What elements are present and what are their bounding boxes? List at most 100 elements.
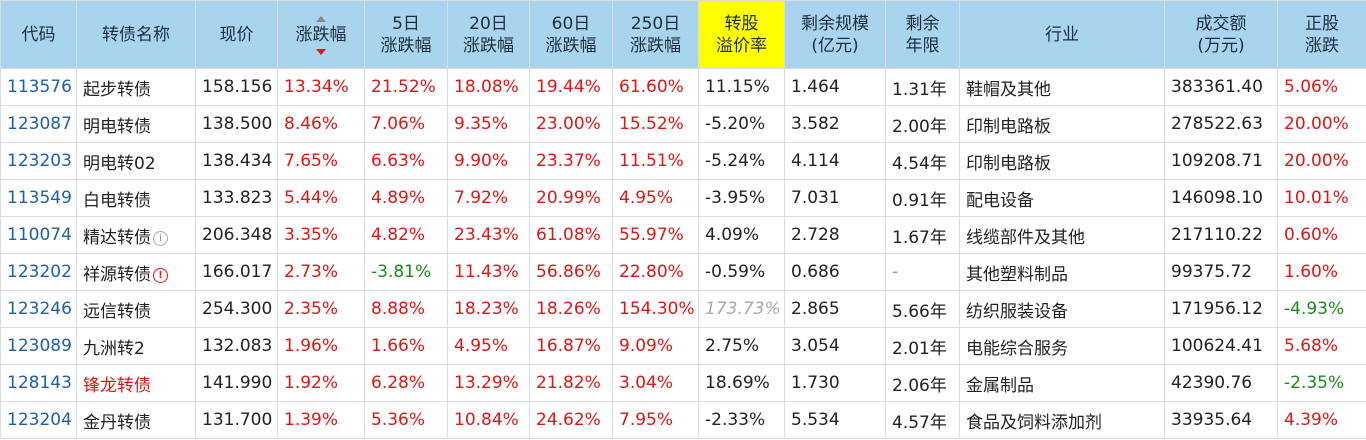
chg20-text: 4.95% [454,336,509,356]
col-premium-header[interactable]: 转股 溢价率 [698,0,785,69]
bond-code-text[interactable]: 113576 [7,77,72,97]
bond-name-link[interactable]: 明电转02 [76,142,196,180]
bond-name-text[interactable]: 明电转02 [83,153,156,174]
bond-name-text[interactable]: 白电转债 [83,190,151,211]
bond-name-text[interactable]: 祥源转债 [83,264,151,285]
bond-name-text[interactable]: 起步转债 [83,79,151,100]
chg20-cell: 13.29% [447,364,530,402]
bond-code-link[interactable]: 123203 [0,142,77,180]
bond-name-text[interactable]: 精达转债 [83,227,151,248]
chg250-text: 3.04% [619,373,674,393]
chg60-text: 61.08% [536,225,601,245]
change-cell: 7.65% [277,142,365,180]
bond-name-link[interactable]: 白电转债 [76,179,196,217]
table-row[interactable]: 123089 九洲转2 132.083 1.96% 1.66% 4.95% 16.87% 9.… [0,327,1366,365]
chg20-cell: 23.43% [447,216,530,254]
bond-code-text[interactable]: 123203 [7,151,72,171]
bond-name-link[interactable]: 起步转债 [76,68,196,106]
sort-indicator[interactable]: 涨跌幅 [296,15,347,55]
info-icon[interactable]: i [153,230,168,246]
bond-code-link[interactable]: 113549 [0,179,77,217]
industry-text: 其他塑料制品 [966,264,1068,285]
chg5-cell: 8.88% [364,290,448,328]
bond-code-link[interactable]: 123204 [0,401,77,439]
bond-code-text[interactable]: 113549 [7,188,72,208]
table-row[interactable]: 113576 起步转债 158.156 13.34% 21.52% 18.08% 19.44… [0,68,1366,106]
bond-name-link[interactable]: 明电转债 [76,105,196,143]
volume-cell: 171956.12 [1164,290,1278,328]
bond-code-link[interactable]: 123202 [0,253,77,291]
chg5-cell: 5.36% [364,401,448,439]
bond-code-link[interactable]: 123089 [0,327,77,365]
stock-change-text: 20.00% [1284,151,1349,171]
bond-name-link[interactable]: 金丹转债 [76,401,196,439]
table-row[interactable]: 123087 明电转债 138.500 8.46% 7.06% 9.35% 23.00% 15… [0,105,1366,143]
price-text: 158.156 [202,77,273,97]
col-chg60-header[interactable]: 60日 涨跌幅 [529,0,613,69]
chg250-cell: 11.51% [612,142,699,180]
col-chg20-header[interactable]: 20日 涨跌幅 [447,0,530,69]
table-row[interactable]: 123203 明电转02 138.434 7.65% 6.63% 9.90% 23.37% 1… [0,142,1366,180]
bond-code-text[interactable]: 123087 [7,114,72,134]
bond-name-text[interactable]: 九洲转2 [83,338,145,359]
change-cell: 2.73% [277,253,365,291]
bond-name-text[interactable]: 金丹转债 [83,412,151,433]
sort-desc-icon[interactable] [316,48,326,55]
bond-code-text[interactable]: 110074 [7,225,72,245]
bond-code-text[interactable]: 128143 [7,373,72,393]
chg60-text: 23.37% [536,151,601,171]
col-stock-change-header[interactable]: 正股 涨跌 [1277,0,1366,69]
chg250-text: 7.95% [619,410,674,430]
chg20-cell: 18.08% [447,68,530,106]
bond-code-link[interactable]: 128143 [0,364,77,402]
change-text: 7.65% [284,151,339,171]
table-row[interactable]: 110074 精达转债 i 206.348 3.35% 4.82% 23.43% 61.08%… [0,216,1366,254]
bond-code-text[interactable]: 123089 [7,336,72,356]
sort-asc-icon[interactable] [316,15,326,22]
bond-name-text[interactable]: 远信转债 [83,301,151,322]
chg20-cell: 18.23% [447,290,530,328]
col-code-header[interactable]: 代码 [0,0,77,69]
col-industry-header[interactable]: 行业 [959,0,1165,69]
bond-code-link[interactable]: 123087 [0,105,77,143]
scale-cell: 0.686 [784,253,886,291]
warning-icon[interactable]: ! [153,267,168,283]
bond-name-link[interactable]: 九洲转2 [76,327,196,365]
col-name-header[interactable]: 转债名称 [76,0,196,69]
col-volume-header[interactable]: 成交额 (万元) [1164,0,1278,69]
industry-cell: 其他塑料制品 [959,253,1165,291]
bond-code-link[interactable]: 110074 [0,216,77,254]
table-row[interactable]: 113549 白电转债 133.823 5.44% 4.89% 7.92% 20.99% 4.… [0,179,1366,217]
bond-code-text[interactable]: 123202 [7,262,72,282]
chg60-cell: 20.99% [529,179,613,217]
bond-name-link[interactable]: 祥源转债! [76,253,196,291]
table-row[interactable]: 123202 祥源转债! 166.017 2.73% -3.81% 11.43% 56.86… [0,253,1366,291]
bond-name-text[interactable]: 明电转债 [83,116,151,137]
bond-name-link[interactable]: 锋龙转债 [76,364,196,402]
col-scale-header[interactable]: 剩余规模 (亿元) [784,0,886,69]
industry-text: 纺织服装设备 [966,301,1068,322]
col-years-header[interactable]: 剩余 年限 [885,0,960,69]
col-change-header[interactable]: 涨跌幅 [277,0,365,69]
scale-cell: 3.582 [784,105,886,143]
bond-name-link[interactable]: 精达转债 i [76,216,196,254]
bond-code-link[interactable]: 123246 [0,290,77,328]
table-row[interactable]: 123246 远信转债 254.300 2.35% 8.88% 18.23% 18.26% 1… [0,290,1366,328]
bond-code-text[interactable]: 123204 [7,410,72,430]
stock-change-text: 1.60% [1284,262,1339,282]
bond-name-link[interactable]: 远信转债 [76,290,196,328]
table-row[interactable]: 128143 锋龙转债 141.990 1.92% 6.28% 13.29% 21.82% 3… [0,364,1366,402]
years-cell: 2.01年 [885,327,960,365]
bond-name-text[interactable]: 锋龙转债 [83,375,151,396]
change-text: 1.96% [284,336,339,356]
price-cell: 133.823 [195,179,278,217]
bond-code-link[interactable]: 113576 [0,68,77,106]
table-row[interactable]: 123204 金丹转债 131.700 1.39% 5.36% 10.84% 24.62% 7… [0,401,1366,439]
change-text: 1.39% [284,410,339,430]
chg250-cell: 7.95% [612,401,699,439]
bond-code-text[interactable]: 123246 [7,299,72,319]
col-chg5-header[interactable]: 5日 涨跌幅 [364,0,448,69]
col-chg250-header[interactable]: 250日 涨跌幅 [612,0,699,69]
premium-text: -3.95% [705,188,766,208]
col-price-header[interactable]: 现价 [195,0,278,69]
